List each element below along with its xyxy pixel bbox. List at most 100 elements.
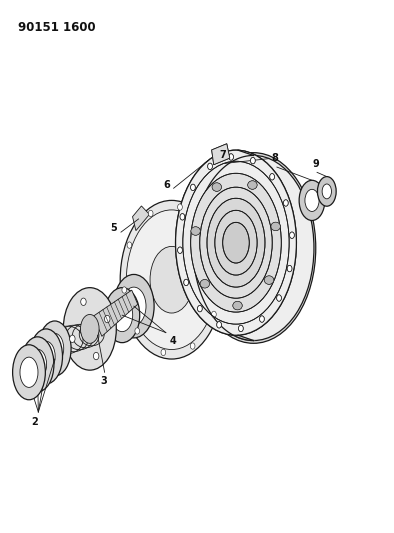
Ellipse shape — [126, 210, 217, 350]
Polygon shape — [203, 320, 223, 328]
Polygon shape — [212, 144, 230, 165]
Text: 90151 1600: 90151 1600 — [18, 21, 95, 34]
Polygon shape — [236, 150, 256, 156]
Polygon shape — [231, 150, 251, 156]
Polygon shape — [192, 177, 211, 185]
Polygon shape — [233, 150, 253, 156]
Polygon shape — [178, 270, 197, 279]
Circle shape — [190, 343, 195, 349]
Ellipse shape — [113, 274, 154, 338]
Ellipse shape — [212, 183, 221, 191]
Polygon shape — [186, 188, 205, 197]
Circle shape — [93, 352, 99, 360]
Polygon shape — [205, 322, 225, 329]
Ellipse shape — [13, 345, 45, 400]
Ellipse shape — [207, 198, 265, 287]
Polygon shape — [176, 245, 193, 254]
Circle shape — [180, 214, 185, 220]
Polygon shape — [190, 180, 209, 188]
Circle shape — [135, 328, 139, 334]
Polygon shape — [236, 335, 256, 341]
Circle shape — [178, 247, 182, 253]
Ellipse shape — [233, 301, 242, 310]
Ellipse shape — [46, 333, 64, 364]
Polygon shape — [195, 172, 215, 180]
Ellipse shape — [63, 288, 116, 370]
Polygon shape — [193, 174, 213, 182]
Ellipse shape — [233, 301, 242, 310]
Polygon shape — [176, 226, 194, 235]
Polygon shape — [199, 167, 219, 175]
Polygon shape — [178, 215, 196, 224]
Polygon shape — [184, 191, 203, 200]
Circle shape — [251, 157, 255, 164]
Circle shape — [287, 265, 292, 272]
Polygon shape — [183, 195, 202, 203]
Circle shape — [217, 321, 221, 328]
Ellipse shape — [191, 152, 316, 343]
Circle shape — [290, 232, 294, 238]
Polygon shape — [205, 161, 225, 168]
Circle shape — [212, 311, 216, 318]
Circle shape — [191, 184, 195, 191]
Ellipse shape — [80, 314, 99, 343]
Polygon shape — [190, 303, 209, 311]
Circle shape — [149, 210, 153, 216]
Circle shape — [238, 325, 243, 332]
Polygon shape — [210, 158, 229, 165]
Ellipse shape — [200, 279, 210, 288]
Polygon shape — [177, 260, 195, 269]
Circle shape — [229, 154, 233, 160]
Polygon shape — [221, 333, 241, 338]
Ellipse shape — [223, 222, 249, 263]
Ellipse shape — [271, 222, 281, 231]
Polygon shape — [181, 281, 200, 290]
Ellipse shape — [271, 222, 281, 231]
Polygon shape — [178, 212, 197, 220]
Circle shape — [217, 321, 221, 328]
Circle shape — [260, 316, 264, 322]
Polygon shape — [178, 267, 196, 276]
Ellipse shape — [176, 150, 296, 335]
Circle shape — [284, 200, 288, 206]
Polygon shape — [214, 329, 234, 335]
Text: 6: 6 — [164, 180, 171, 190]
Circle shape — [70, 335, 75, 343]
Polygon shape — [216, 330, 236, 337]
Polygon shape — [212, 157, 232, 163]
Ellipse shape — [322, 184, 331, 199]
Polygon shape — [132, 206, 149, 231]
Ellipse shape — [299, 180, 325, 221]
Ellipse shape — [38, 321, 71, 376]
Polygon shape — [212, 327, 232, 334]
Ellipse shape — [248, 181, 257, 189]
Polygon shape — [186, 294, 205, 303]
Polygon shape — [231, 335, 251, 341]
Polygon shape — [189, 182, 208, 190]
Text: 9: 9 — [312, 159, 319, 168]
Polygon shape — [228, 150, 248, 156]
Circle shape — [217, 266, 221, 272]
Polygon shape — [176, 237, 193, 246]
Ellipse shape — [191, 227, 200, 235]
Ellipse shape — [37, 341, 55, 372]
Polygon shape — [187, 185, 206, 193]
Polygon shape — [201, 165, 221, 173]
Ellipse shape — [122, 287, 146, 325]
Circle shape — [104, 316, 110, 322]
Polygon shape — [193, 309, 213, 317]
Circle shape — [184, 279, 188, 286]
Polygon shape — [207, 159, 227, 166]
Polygon shape — [176, 241, 193, 250]
Polygon shape — [210, 326, 229, 333]
Polygon shape — [182, 285, 201, 293]
Circle shape — [127, 242, 132, 248]
Ellipse shape — [264, 276, 274, 284]
Polygon shape — [176, 230, 194, 239]
Polygon shape — [221, 152, 241, 158]
Polygon shape — [219, 332, 239, 338]
Polygon shape — [226, 334, 246, 340]
Circle shape — [284, 200, 288, 206]
Circle shape — [204, 225, 208, 232]
Ellipse shape — [193, 156, 314, 341]
